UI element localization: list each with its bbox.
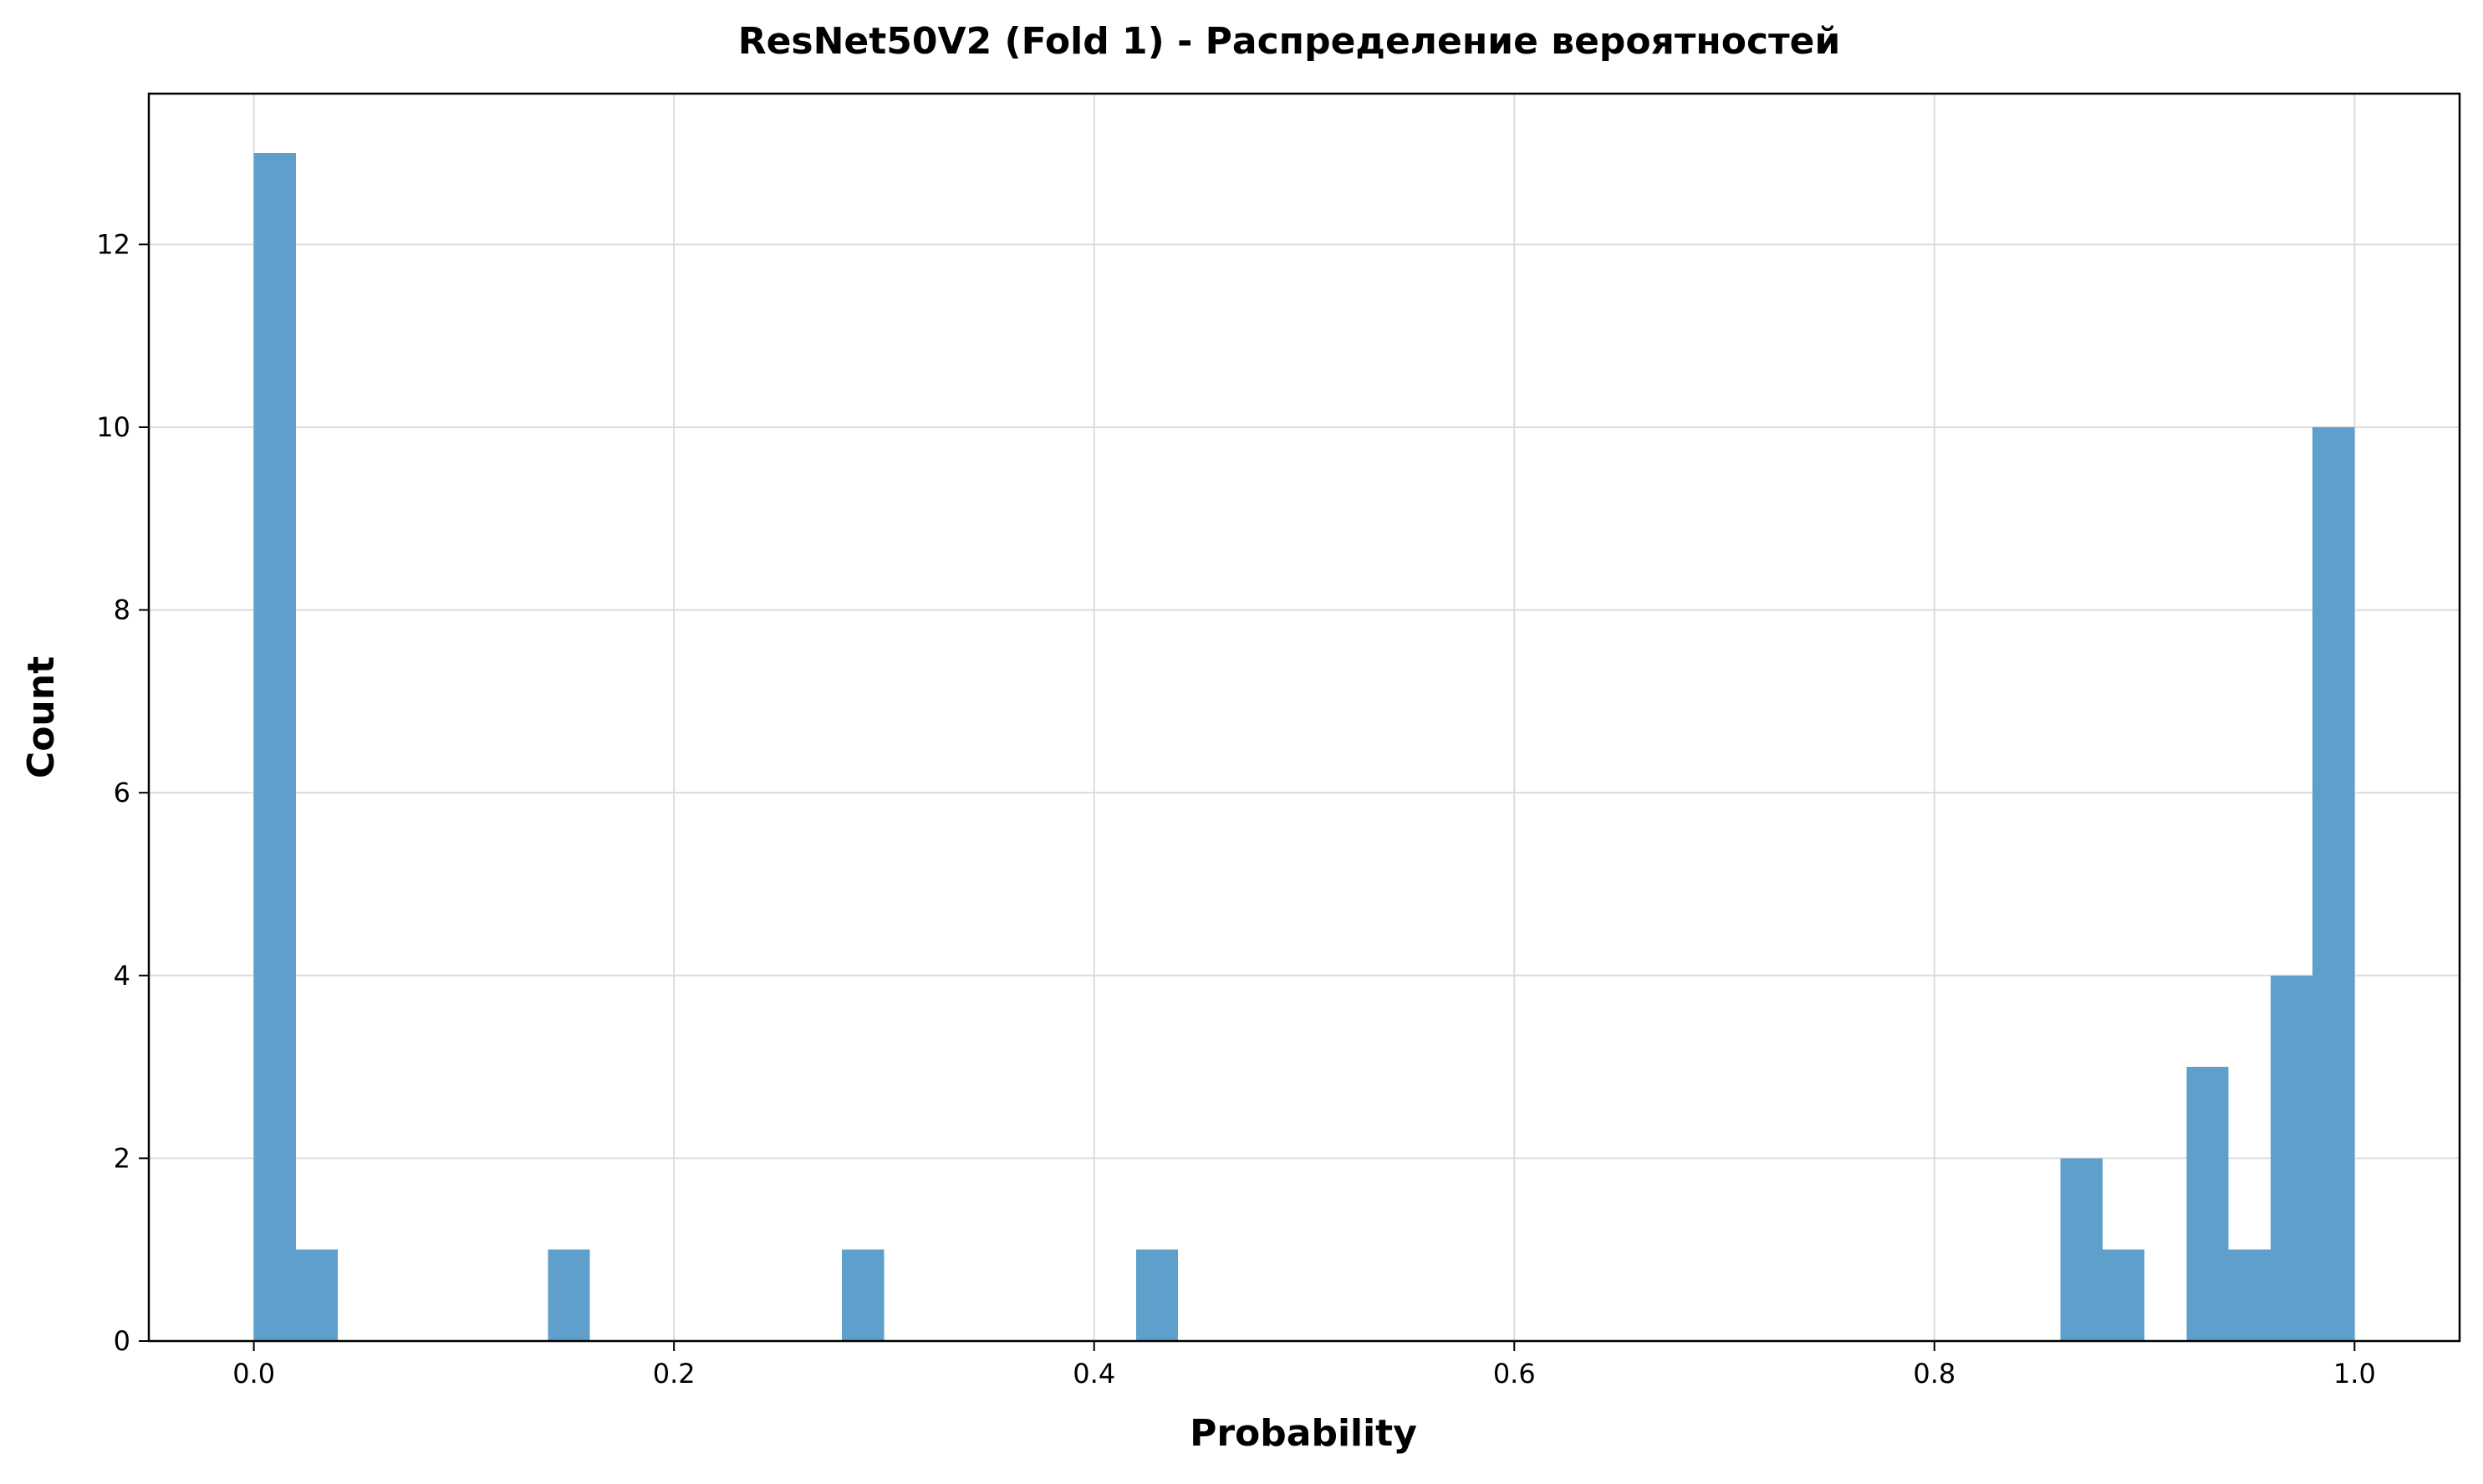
y-tick-label: 2	[114, 1142, 130, 1174]
histogram-bar	[295, 1249, 339, 1341]
histogram-bar	[842, 1249, 885, 1341]
histogram-bar	[2270, 975, 2313, 1341]
y-axis-label: Count	[20, 656, 63, 778]
x-tick-label: 0.6	[1493, 1358, 1536, 1390]
x-tick-label: 1.0	[2333, 1358, 2376, 1390]
y-tick-label: 10	[96, 411, 130, 443]
x-tick-label: 0.8	[1913, 1358, 1955, 1390]
y-tick-label: 12	[96, 228, 130, 260]
y-tick-label: 6	[114, 777, 130, 808]
histogram-bar	[2186, 1067, 2229, 1341]
y-tick-label: 8	[114, 594, 130, 626]
x-tick-label: 0.0	[232, 1358, 275, 1390]
x-tick-label: 0.2	[653, 1358, 696, 1390]
plot-frame	[147, 92, 2461, 1343]
y-tick-label: 0	[114, 1325, 130, 1357]
bars-layer	[253, 153, 2355, 1342]
histogram-bar	[2060, 1158, 2103, 1341]
chart-title: ResNet50V2 (Fold 1) - Распределение веро…	[738, 20, 1841, 63]
histogram-bar	[2228, 1249, 2271, 1341]
histogram-bar	[2102, 1249, 2145, 1341]
x-axis-label: Probability	[1190, 1412, 1417, 1455]
histogram-bar	[2312, 426, 2355, 1341]
histogram-bar	[253, 153, 296, 1342]
y-tick-label: 4	[114, 960, 130, 992]
x-tick-label: 0.4	[1073, 1358, 1115, 1390]
ticks-layer: 0.0 0.2 0.4 0.6 0.8 1.0 0 2 4 6 8 10 12	[96, 228, 2376, 1390]
histogram-bar	[548, 1249, 590, 1341]
grid-layer	[149, 94, 2460, 1342]
histogram-bar	[1135, 1249, 1179, 1341]
